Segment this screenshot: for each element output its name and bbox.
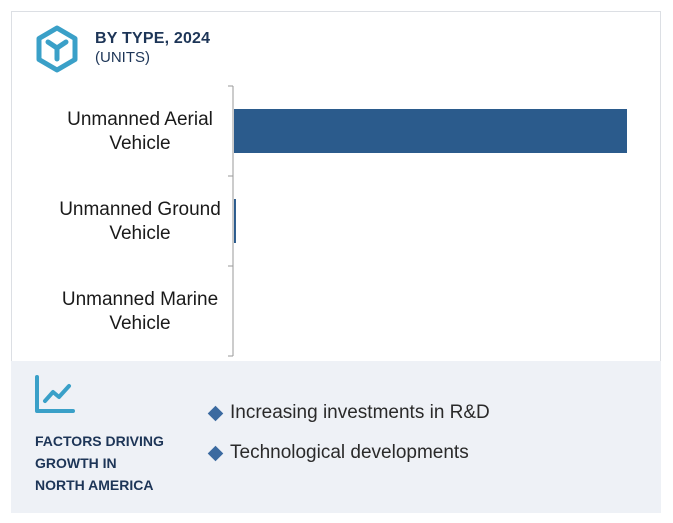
factors-panel: [11, 361, 661, 513]
category-label: Unmanned Aerial Vehicle: [67, 109, 213, 154]
factor-item-label: Increasing investments in R&D: [230, 402, 490, 423]
factor-item-label: Technological developments: [230, 442, 469, 463]
chart-title: BY TYPE, 2024: [95, 30, 211, 47]
factor-item: Technological developments: [207, 442, 469, 464]
chart-subtitle: (UNITS): [95, 49, 150, 66]
hexagon-logo-icon: [36, 25, 78, 73]
factor-item: Increasing investments in R&D: [207, 402, 490, 424]
category-label: Unmanned Ground Vehicle: [59, 199, 221, 244]
diamond-icon: [207, 445, 224, 461]
bar-unmanned-ground-vehicle: [234, 199, 236, 243]
factors-title: FACTORS DRIVING GROWTH IN NORTH AMERICA: [35, 433, 164, 493]
line-chart-icon: [35, 375, 75, 413]
bar-unmanned-aerial-vehicle: [234, 109, 627, 153]
diamond-icon: [207, 405, 224, 421]
category-label: Unmanned Marine Vehicle: [62, 289, 218, 334]
